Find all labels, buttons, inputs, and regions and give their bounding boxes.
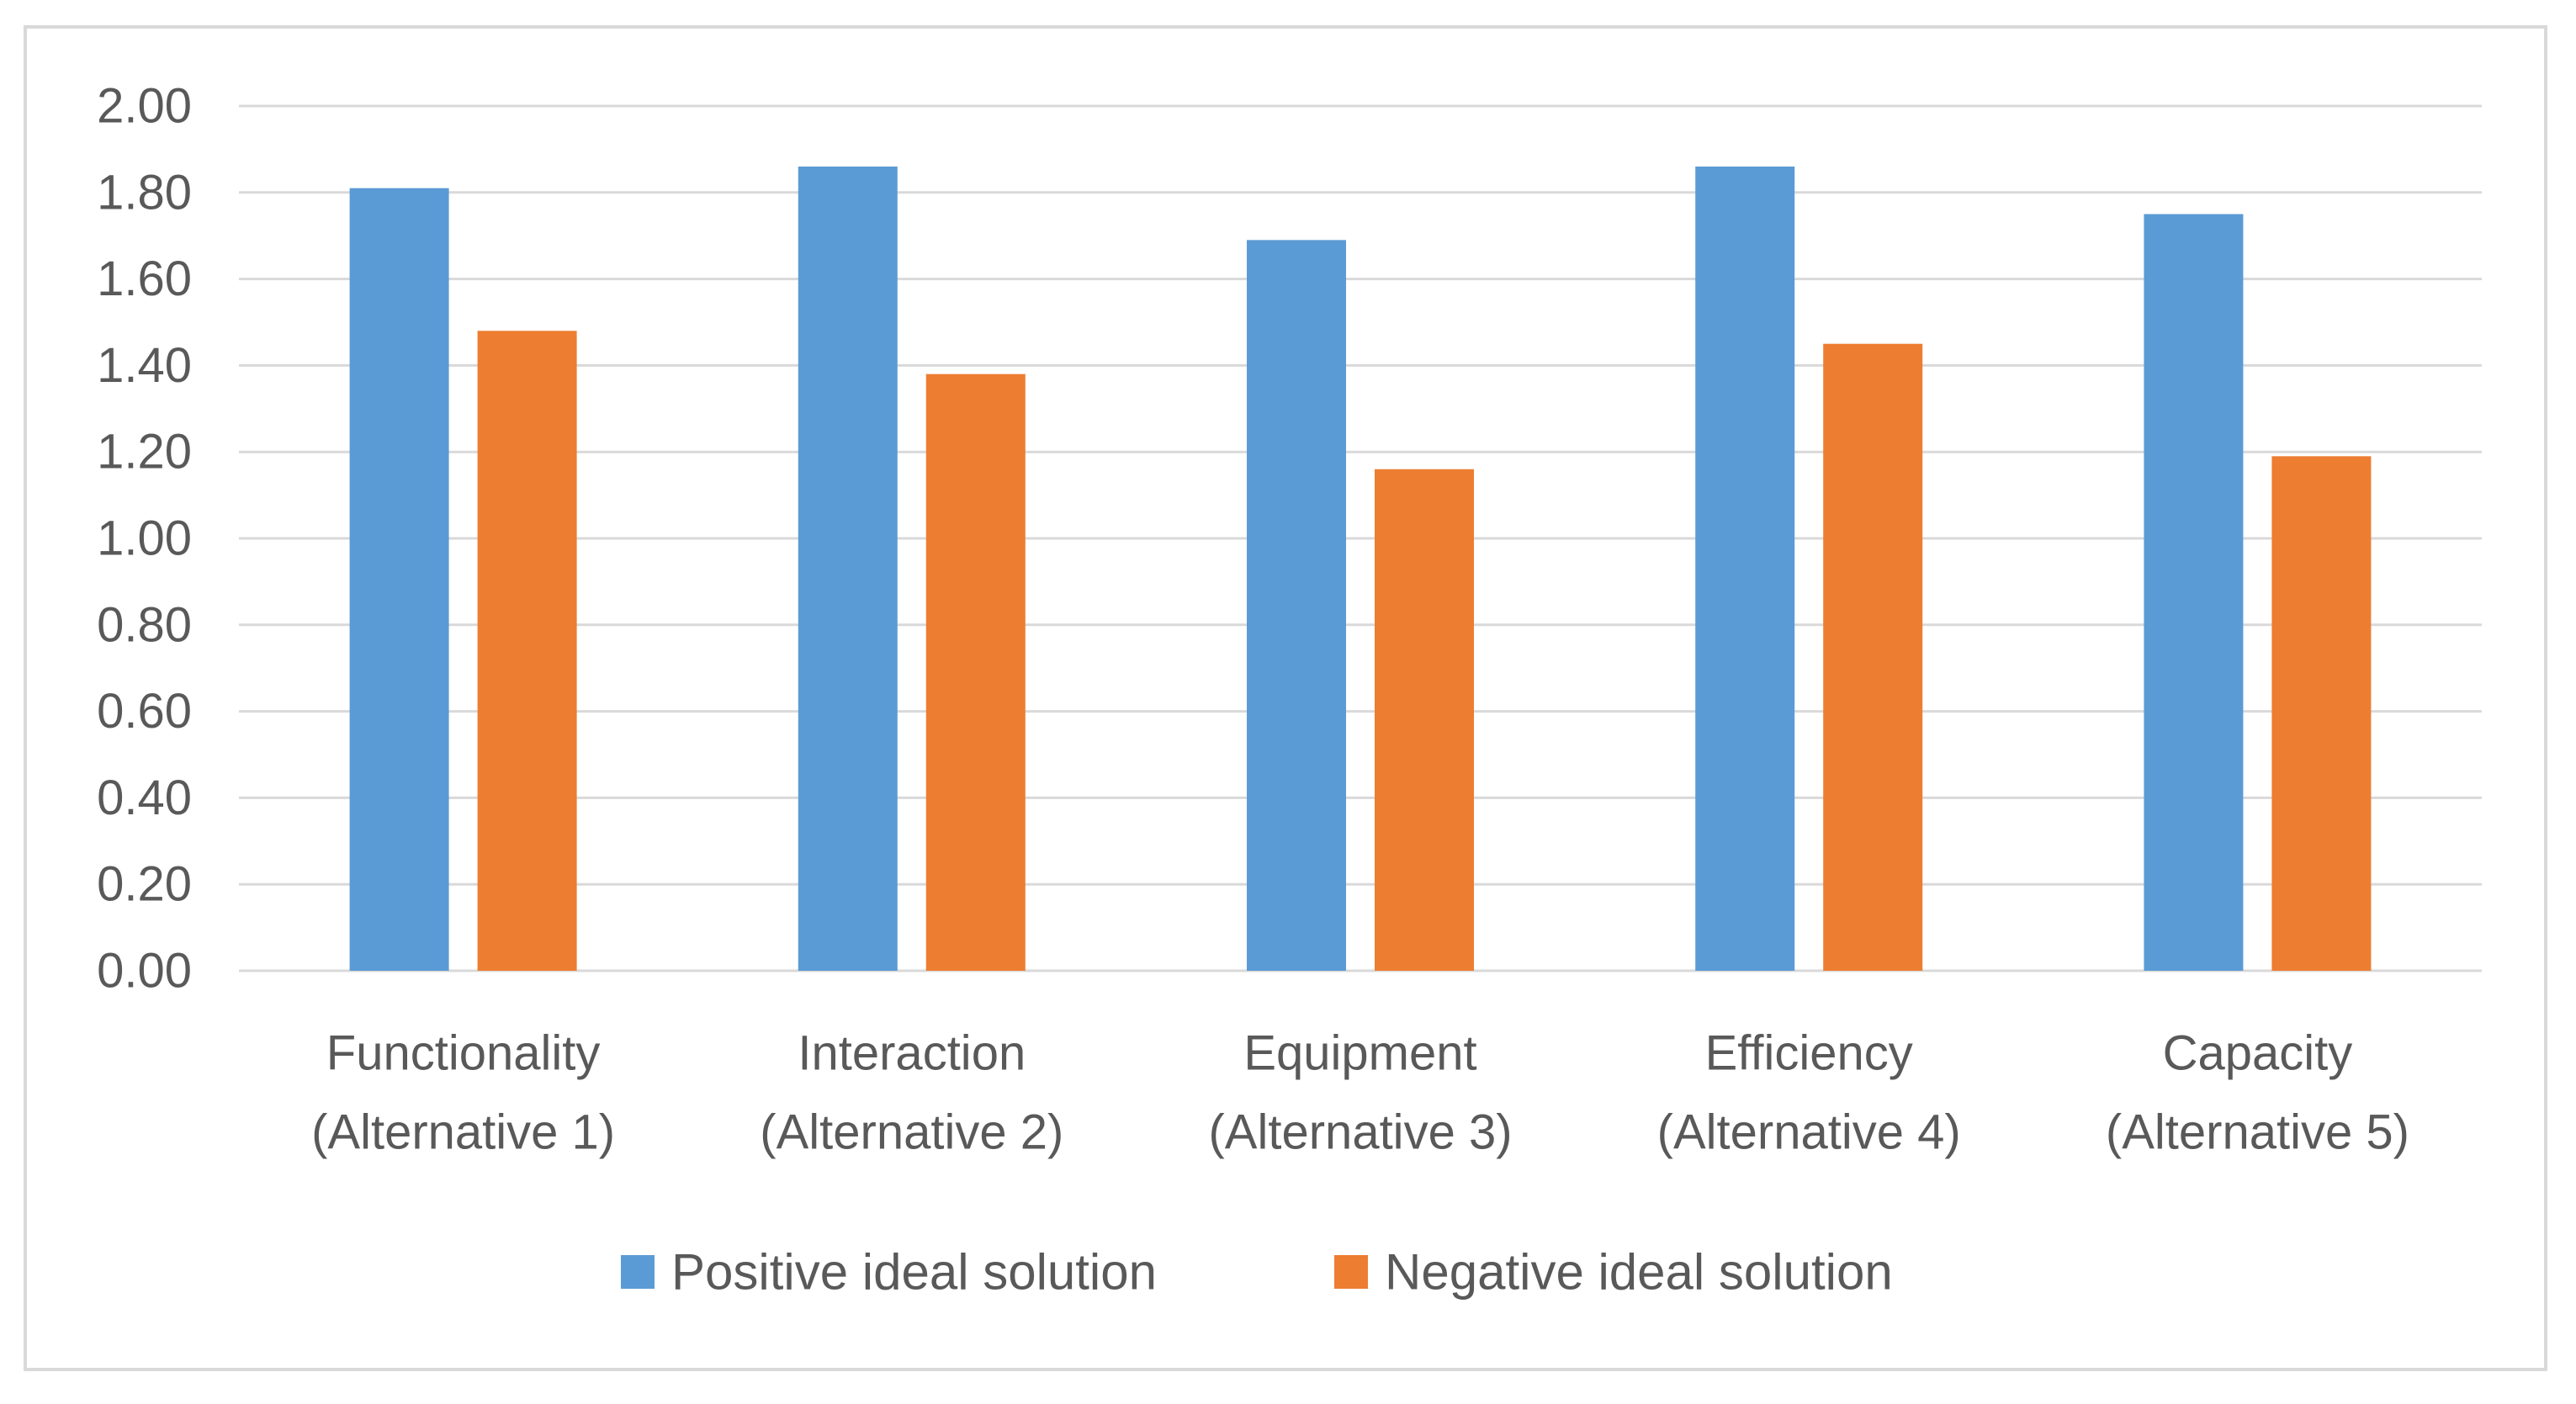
bar-positive-4 [1695,166,1795,971]
bar-chart: 0.00 0.20 0.40 0.60 0.80 1.00 1.20 1.40 1.60 1.80… [97,79,2482,1301]
y-tick-label: 1.80 [97,165,192,220]
bar-positive-3 [1247,240,1346,972]
legend-swatch-positive [621,1255,655,1289]
y-tick-label: 0.60 [97,684,192,739]
chart-frame: 0.00 0.20 0.40 0.60 0.80 1.00 1.20 1.40 1.60 1.80… [24,25,2547,1371]
y-tick-label: 0.20 [97,857,192,912]
legend: Positive ideal solution Negative ideal so… [621,1244,1893,1301]
legend-swatch-negative [1334,1255,1368,1289]
y-tick-label: 1.20 [97,425,192,479]
y-tick-label: 0.00 [97,944,192,999]
bar-negative-3 [1375,469,1474,971]
bar-positive-5 [2144,214,2244,971]
y-axis-tick-labels: 0.00 0.20 0.40 0.60 0.80 1.00 1.20 1.40 1.60 1.80… [97,79,192,999]
x-category-label: (Alternative 3) [1208,1105,1512,1160]
x-category-label: (Alternative 5) [2106,1105,2409,1160]
bars [349,166,2372,972]
x-category-label: Functionality [326,1026,601,1081]
y-tick-label: 1.40 [97,338,192,393]
bar-negative-1 [477,331,577,971]
bar-negative-5 [2271,456,2372,971]
y-tick-label: 1.00 [97,511,192,566]
x-category-label: (Alternative 4) [1657,1105,1961,1160]
x-category-label: Capacity [2163,1026,2353,1081]
gridlines [239,104,2482,972]
y-tick-label: 0.80 [97,597,192,652]
x-category-label: (Alternative 1) [311,1105,615,1160]
x-axis-category-labels: Functionality (Alternative 1) Interaction (… [311,1026,2409,1160]
bar-positive-1 [349,188,449,971]
x-category-label: Equipment [1243,1026,1476,1081]
legend-label-negative: Negative ideal solution [1385,1244,1893,1301]
x-category-label: Efficiency [1705,1026,1913,1081]
bar-positive-2 [798,166,898,971]
bar-negative-2 [925,374,1026,971]
x-category-label: Interaction [798,1026,1026,1081]
legend-label-positive: Positive ideal solution [671,1244,1157,1301]
x-category-label: (Alternative 2) [760,1105,1063,1160]
y-tick-label: 2.00 [97,79,192,134]
y-tick-label: 1.60 [97,252,192,306]
bar-negative-4 [1823,343,1923,971]
y-tick-label: 0.40 [97,771,192,825]
